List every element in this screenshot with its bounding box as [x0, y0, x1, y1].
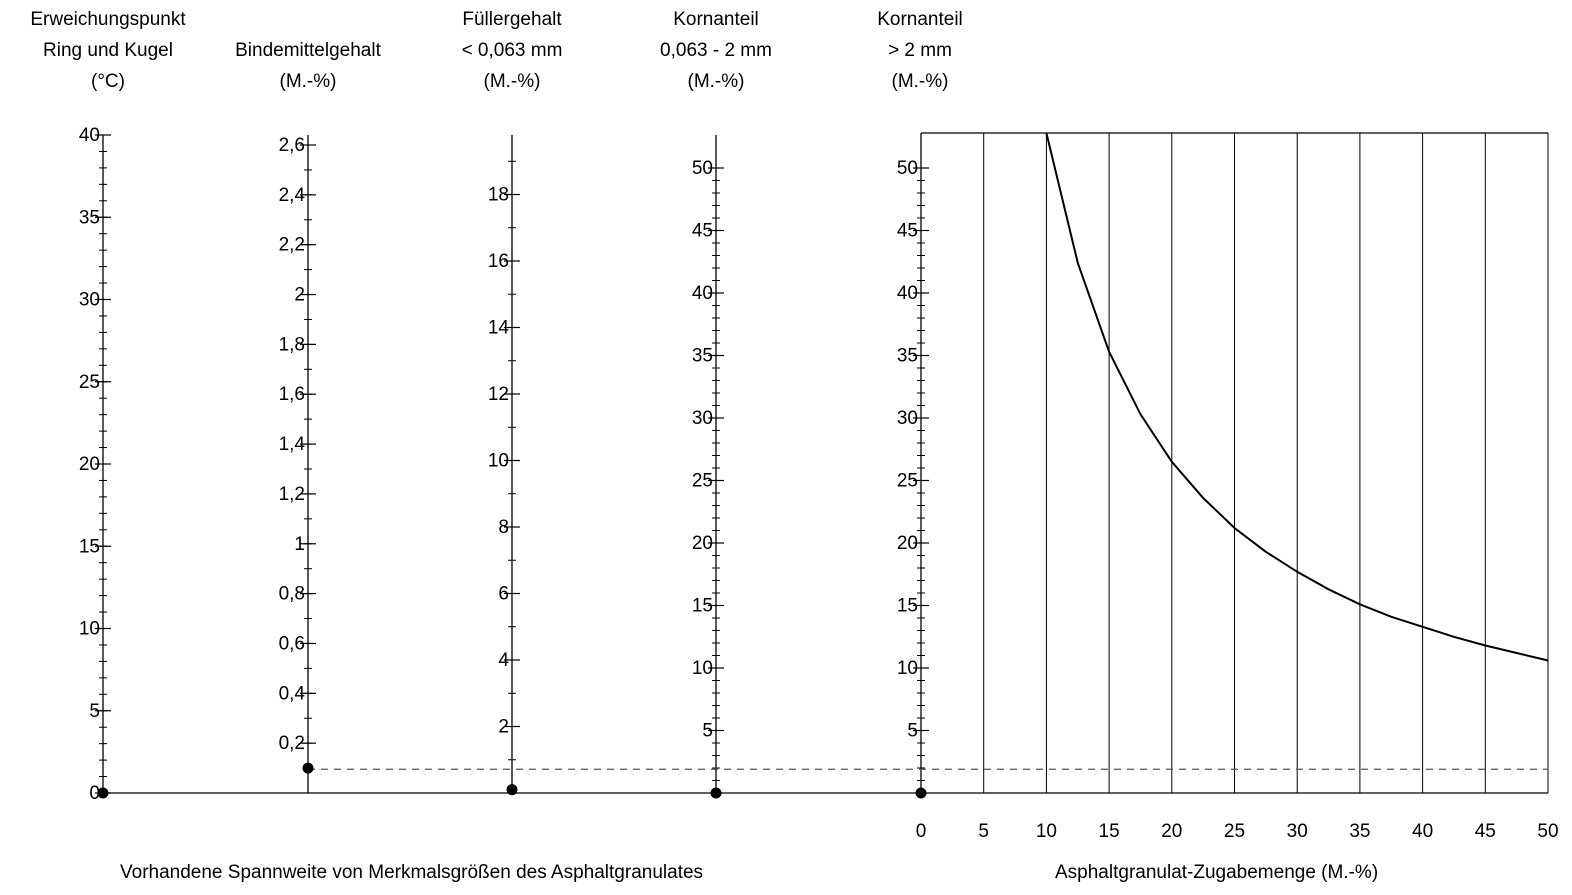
tick-label-korn1: 30: [692, 408, 713, 429]
tick-label-korn2: 35: [897, 346, 918, 367]
tick-label-fueller: 4: [498, 650, 509, 671]
marker-point-korn2: [915, 787, 927, 799]
tick-label-bindemittel: 2,2: [279, 235, 305, 256]
tick-label-bindemittel: 0,2: [279, 733, 305, 754]
marker-point-bindemittel: [302, 762, 314, 774]
title-line: 0,063 - 2 mm: [660, 40, 772, 61]
tick-label-bindemittel: 1,8: [279, 334, 305, 355]
tick-label-korn2: 15: [897, 596, 918, 617]
tick-label-korn1: 10: [692, 658, 713, 679]
tick-label-korn1: 45: [692, 221, 713, 242]
x-tick-label: 30: [1287, 821, 1308, 842]
tick-label-erweichung: 10: [79, 619, 100, 640]
nomogram-chart: 05101520253035400,20,40,60,811,21,41,61,…: [79, 125, 1559, 842]
tick-label-erweichung: 35: [79, 207, 100, 228]
marker-point-erweichung: [97, 787, 109, 799]
tick-label-bindemittel: 2,4: [279, 185, 306, 206]
x-tick-label: 0: [916, 821, 927, 842]
x-tick-label: 25: [1224, 821, 1245, 842]
title-line: > 2 mm: [888, 40, 952, 61]
tick-label-korn1: 20: [692, 533, 713, 554]
tick-label-korn1: 15: [692, 596, 713, 617]
tick-label-fueller: 12: [488, 384, 509, 405]
tick-label-korn2: 10: [897, 658, 918, 679]
tick-label-erweichung: 0: [89, 783, 100, 804]
x-tick-label: 5: [978, 821, 989, 842]
title-line: Bindemittelgehalt: [235, 40, 381, 61]
column-title-fueller: Füllergehalt < 0,063 mm (M.-%): [397, 4, 627, 97]
tick-label-bindemittel: 0,8: [279, 584, 305, 605]
tick-label-korn2: 50: [897, 158, 918, 179]
curve-series: [1045, 132, 1549, 662]
x-tick-label: 15: [1099, 821, 1120, 842]
tick-label-erweichung: 30: [79, 290, 100, 311]
tick-label-bindemittel: 0,6: [279, 633, 305, 654]
tick-label-korn1: 40: [692, 283, 713, 304]
bottom-left-label: Vorhandene Spannweite von Merkmalsgrößen…: [120, 862, 704, 883]
tick-label-korn2: 25: [897, 471, 918, 492]
title-line: (M.-%): [279, 71, 337, 92]
marker-point-korn1: [710, 787, 722, 799]
bottom-right-label: Asphaltgranulat-Zugabemenge (M.-%): [1055, 862, 1379, 883]
tick-label-fueller: 2: [498, 717, 509, 738]
title-line: (M.-%): [891, 71, 949, 92]
tick-label-fueller: 14: [488, 318, 510, 339]
tick-label-korn1: 25: [692, 471, 713, 492]
x-tick-label: 45: [1475, 821, 1496, 842]
tick-label-korn1: 35: [692, 346, 713, 367]
tick-label-fueller: 18: [488, 185, 509, 206]
tick-label-fueller: 6: [498, 584, 509, 605]
title-line: (°C): [91, 71, 125, 92]
title-line: (M.-%): [483, 71, 541, 92]
title-line: Füllergehalt: [462, 9, 562, 30]
title-line: Kornanteil: [877, 9, 963, 30]
x-tick-label: 35: [1349, 821, 1370, 842]
tick-label-bindemittel: 1: [294, 534, 305, 555]
column-title-bindemittel: Bindemittelgehalt (M.-%): [193, 4, 423, 97]
tick-label-fueller: 16: [488, 251, 509, 272]
tick-label-bindemittel: 0,4: [279, 683, 306, 704]
tick-label-erweichung: 20: [79, 454, 100, 475]
column-title-korn2: Kornanteil > 2 mm (M.-%): [805, 4, 1035, 97]
x-tick-label: 20: [1161, 821, 1182, 842]
tick-label-korn2: 5: [907, 721, 918, 742]
tick-label-fueller: 8: [498, 517, 509, 538]
tick-label-bindemittel: 2,6: [279, 135, 305, 156]
x-tick-label: 50: [1537, 821, 1558, 842]
marker-point-fueller: [506, 784, 518, 796]
column-title-erweichung: Erweichungspunkt Ring und Kugel (°C): [0, 4, 223, 97]
tick-label-korn2: 20: [897, 533, 918, 554]
tick-label-erweichung: 5: [89, 701, 100, 722]
tick-label-erweichung: 15: [79, 536, 100, 557]
tick-label-fueller: 10: [488, 451, 509, 472]
title-line: Kornanteil: [673, 9, 759, 30]
title-line: < 0,063 mm: [461, 40, 563, 61]
tick-label-erweichung: 40: [79, 125, 100, 146]
x-tick-label: 10: [1036, 821, 1057, 842]
tick-label-korn2: 30: [897, 408, 918, 429]
x-tick-label: 40: [1412, 821, 1433, 842]
tick-label-bindemittel: 1,6: [279, 384, 305, 405]
tick-label-korn1: 5: [702, 721, 713, 742]
tick-label-erweichung: 25: [79, 372, 100, 393]
title-line: Erweichungspunkt: [30, 9, 186, 30]
tick-label-korn2: 45: [897, 221, 918, 242]
column-title-korn1: Kornanteil 0,063 - 2 mm (M.-%): [601, 4, 831, 97]
tick-label-bindemittel: 1,2: [279, 484, 305, 505]
tick-label-korn2: 40: [897, 283, 918, 304]
title-line: (M.-%): [687, 71, 745, 92]
tick-label-bindemittel: 2: [294, 285, 305, 306]
title-line: Ring und Kugel: [43, 40, 173, 61]
tick-label-korn1: 50: [692, 158, 713, 179]
tick-label-bindemittel: 1,4: [279, 434, 306, 455]
